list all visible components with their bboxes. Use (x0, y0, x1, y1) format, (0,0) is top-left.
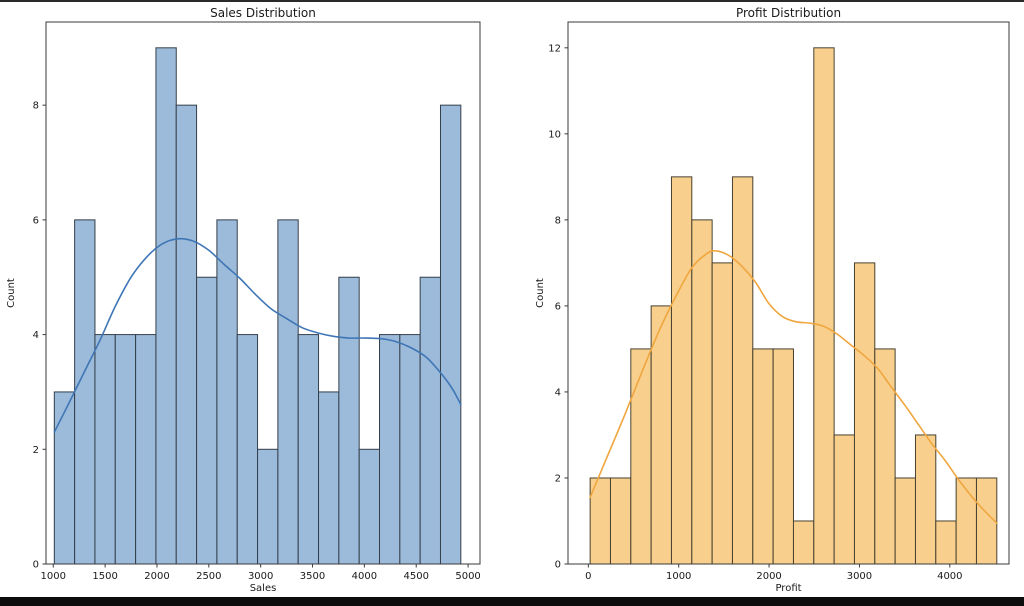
histogram-bar (609, 477, 632, 565)
histogram-bar (155, 47, 177, 565)
figure-top-border (0, 0, 1024, 2)
y-tick-label: 2 (33, 445, 39, 456)
histogram-bar (650, 305, 672, 565)
histogram-bar (216, 219, 238, 565)
histogram-bar (439, 104, 462, 565)
sales-kde-line (53, 237, 462, 433)
y-tick-label: 10 (548, 129, 561, 140)
y-tick-label: 4 (555, 387, 561, 398)
sales-y-ticks: 0 2 4 6 8 (33, 101, 46, 571)
histogram-bar (94, 334, 116, 565)
x-tick-label: 5000 (455, 571, 480, 582)
profit-plot-area: 0 1000 2000 3000 4000 0 2 4 6 8 10 12 (548, 21, 1010, 582)
x-tick-label: 4000 (352, 571, 377, 582)
sales-bars (53, 47, 462, 565)
histogram-bar (196, 276, 218, 565)
y-tick-label: 4 (33, 330, 39, 341)
profit-x-ticks: 0 1000 2000 3000 4000 (585, 564, 963, 582)
profit-bars (589, 47, 998, 565)
histogram-bar (752, 348, 774, 565)
histogram-bar (114, 334, 137, 565)
sales-x-ticks: 1000 1500 2000 2500 3000 3500 4000 4500 5000 (41, 564, 481, 582)
histogram-bar (874, 348, 896, 565)
x-tick-label: 2500 (196, 571, 221, 582)
histogram-bar (630, 348, 652, 565)
y-tick-label: 12 (548, 43, 561, 54)
x-tick-label: 2000 (144, 571, 169, 582)
histogram-bar (53, 391, 76, 565)
histogram-bar (792, 520, 815, 565)
histogram-bar (853, 262, 876, 565)
y-tick-label: 8 (33, 101, 39, 112)
profit-plot-box (567, 21, 1010, 565)
y-tick-label: 0 (555, 560, 561, 571)
sales-chart-title: Sales Distribution (210, 6, 316, 20)
histogram-bar (670, 176, 693, 565)
histogram-bar (236, 334, 259, 565)
y-tick-label: 6 (33, 215, 39, 226)
x-tick-label: 4500 (403, 571, 428, 582)
y-tick-label: 0 (33, 560, 39, 571)
histogram-bar (257, 448, 279, 565)
x-tick-label: 3500 (300, 571, 325, 582)
histogram-bar (419, 276, 441, 565)
histogram-bar (74, 219, 96, 565)
histogram-bar (691, 219, 713, 565)
x-tick-label: 3000 (248, 571, 273, 582)
figure-bottom-border (0, 597, 1024, 606)
profit-y-ticks: 0 2 4 6 8 10 12 (548, 43, 568, 571)
histogram-bar (731, 176, 754, 565)
x-tick-label: 1500 (92, 571, 117, 582)
profit-xaxis-label: Profit (775, 583, 802, 594)
y-tick-label: 6 (555, 301, 561, 312)
histogram-bar (358, 448, 381, 565)
histogram-bar (338, 276, 360, 565)
sales-xaxis-label: Sales (249, 583, 277, 594)
x-tick-label: 0 (585, 571, 591, 582)
histogram-bar (379, 334, 401, 565)
histogram-bar (399, 334, 421, 565)
histogram-bar (833, 434, 855, 565)
x-tick-label: 1000 (666, 571, 691, 582)
histogram-bar (297, 334, 320, 565)
x-tick-label: 2000 (756, 571, 781, 582)
y-tick-label: 2 (555, 473, 561, 484)
x-tick-label: 4000 (937, 571, 962, 582)
profit-chart-title: Profit Distribution (735, 6, 842, 20)
histogram-bar (894, 477, 916, 565)
histogram-bar (135, 334, 157, 565)
y-tick-label: 8 (555, 215, 561, 226)
histogram-bar (175, 104, 198, 565)
sales-plot-box (45, 21, 481, 565)
histogram-bar (318, 391, 340, 565)
histogram-bar (914, 434, 937, 565)
x-tick-label: 3000 (847, 571, 872, 582)
sales-plot-area: 1000 1500 2000 2500 3000 3500 4000 4500 5000 0 2 4 6… (33, 21, 481, 582)
histogram-bar (277, 219, 299, 565)
sales-yaxis-label: Count (6, 278, 17, 308)
profit-kde-line (589, 250, 998, 524)
x-tick-label: 1000 (41, 571, 66, 582)
profit-yaxis-label: Count (535, 278, 546, 308)
histogram-bar (935, 520, 957, 565)
histogram-bar (813, 47, 835, 565)
histogram-bar (772, 348, 794, 565)
histogram-bar (711, 262, 733, 565)
